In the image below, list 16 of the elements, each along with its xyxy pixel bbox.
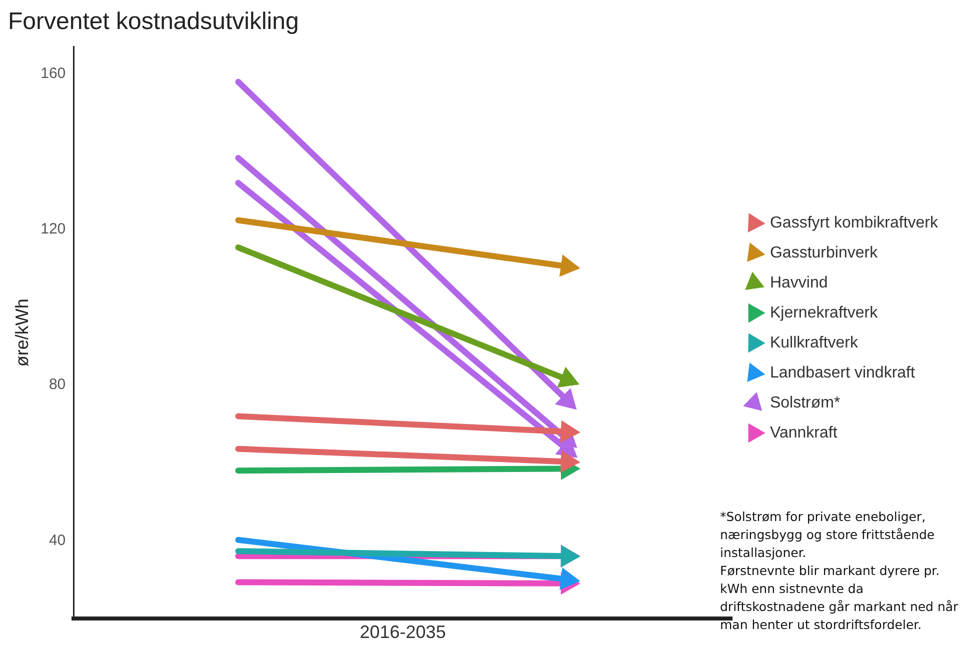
y-tick-label: 120: [40, 220, 66, 238]
legend-label: Vannkraft: [770, 424, 838, 442]
y-axis-title: øre/kWh: [12, 298, 32, 367]
legend-label: Gassturbinverk: [770, 244, 879, 262]
legend-label: Landbasert vindkraft: [770, 364, 916, 382]
y-tick-label: 160: [40, 65, 66, 82]
legend-label: Solstrøm*: [770, 394, 840, 412]
y-tick-label: 40: [48, 532, 66, 549]
x-axis-title: 2016-2035: [360, 622, 446, 642]
legend-label: Havvind: [770, 274, 828, 292]
legend-label: Kullkraftverk: [770, 334, 859, 352]
y-tick-label: 80: [48, 376, 66, 394]
annotation: *Solstrøm for private eneboliger, næringsbygg og store frittstående installasjoner. Førstnevnte blir markant dyrere pr. kWh enn sistnevnte da driftskostnadene går markant ned når man henter ut stordriftsfordeler.: [720, 508, 960, 634]
legend-label: Gassfyrt kombikraftverk: [770, 214, 939, 232]
chart-title: Forventet kostnadsutvikling: [8, 8, 299, 36]
legend-label: Kjernekraftverk: [770, 304, 879, 322]
